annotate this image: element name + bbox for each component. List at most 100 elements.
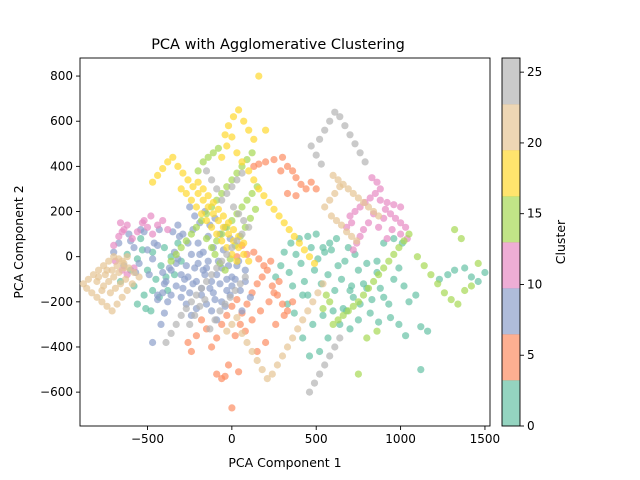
data-point [192,223,200,231]
data-point [248,316,256,324]
data-point [248,347,256,356]
data-point [280,311,288,319]
data-point [322,291,330,299]
data-point [223,286,231,295]
data-point [267,257,275,265]
data-point [268,282,276,290]
data-point [118,293,126,301]
data-point [268,370,276,378]
data-point [202,210,211,218]
data-point [329,320,337,328]
data-point [182,262,190,270]
data-point [191,212,199,220]
data-point [160,309,168,317]
data-point [309,320,317,328]
data-point [467,273,475,281]
data-point [197,217,206,225]
data-point [390,250,398,258]
data-point [128,235,136,243]
data-point [103,302,111,310]
data-point [299,291,307,299]
data-point [211,296,219,304]
colorbar-band [502,242,520,289]
data-point [219,223,227,231]
data-point [154,221,162,229]
data-point [196,302,204,310]
data-point [319,244,327,252]
data-point [258,366,266,374]
data-point [283,343,292,351]
data-point [351,140,359,148]
data-point [123,253,131,261]
data-point [214,205,222,213]
data-point [451,266,459,274]
data-point [120,226,128,234]
data-point [245,223,253,231]
data-point [319,311,327,319]
data-point [194,189,202,198]
data-point [380,293,388,301]
data-point [343,228,351,236]
data-point [434,280,442,288]
data-point [364,203,373,211]
colorbar-band [502,288,520,335]
data-point [209,198,217,207]
data-point [172,250,180,258]
data-point [312,151,320,159]
data-point [283,189,292,198]
data-point [336,183,344,191]
data-point [354,316,362,324]
data-point [223,189,231,198]
data-point [123,286,131,295]
data-point [218,196,226,204]
data-point [194,178,202,186]
colorbar-band [502,380,520,427]
data-point [395,320,403,328]
data-point [334,262,342,270]
y-axis-label: PCA Component 2 [11,185,26,298]
data-point [307,178,315,186]
data-point [417,323,425,331]
data-point [467,282,475,290]
data-point [133,228,141,236]
data-point [182,189,190,198]
data-point [364,284,373,292]
colorbar-band [502,334,520,381]
data-point [412,291,420,299]
data-point [351,207,359,216]
data-point [363,259,371,267]
x-tick-label: 1000 [385,432,416,446]
data-point [390,275,398,283]
y-tick-label: −400 [40,340,73,354]
data-point [262,338,270,347]
data-point [299,316,307,324]
data-point [167,266,175,274]
data-point [243,300,251,308]
data-point [334,316,342,324]
data-point [111,284,119,292]
data-point [218,237,226,245]
data-point [326,352,334,360]
data-point [395,264,403,272]
data-point [191,311,199,319]
data-point [334,176,342,184]
data-point [349,246,357,254]
data-point [187,196,195,204]
data-point [238,158,246,166]
data-point [346,131,354,139]
data-point [294,325,302,333]
data-point [189,183,197,191]
data-point [397,203,405,211]
data-point [179,284,187,292]
data-point [481,268,489,277]
data-point [344,307,352,315]
data-point [297,180,305,188]
data-point [440,289,448,297]
data-point [385,257,393,265]
data-point [88,289,96,297]
data-point [349,189,357,198]
data-point [397,219,405,227]
data-point [327,212,335,220]
data-point [135,259,143,267]
data-point [273,361,281,369]
